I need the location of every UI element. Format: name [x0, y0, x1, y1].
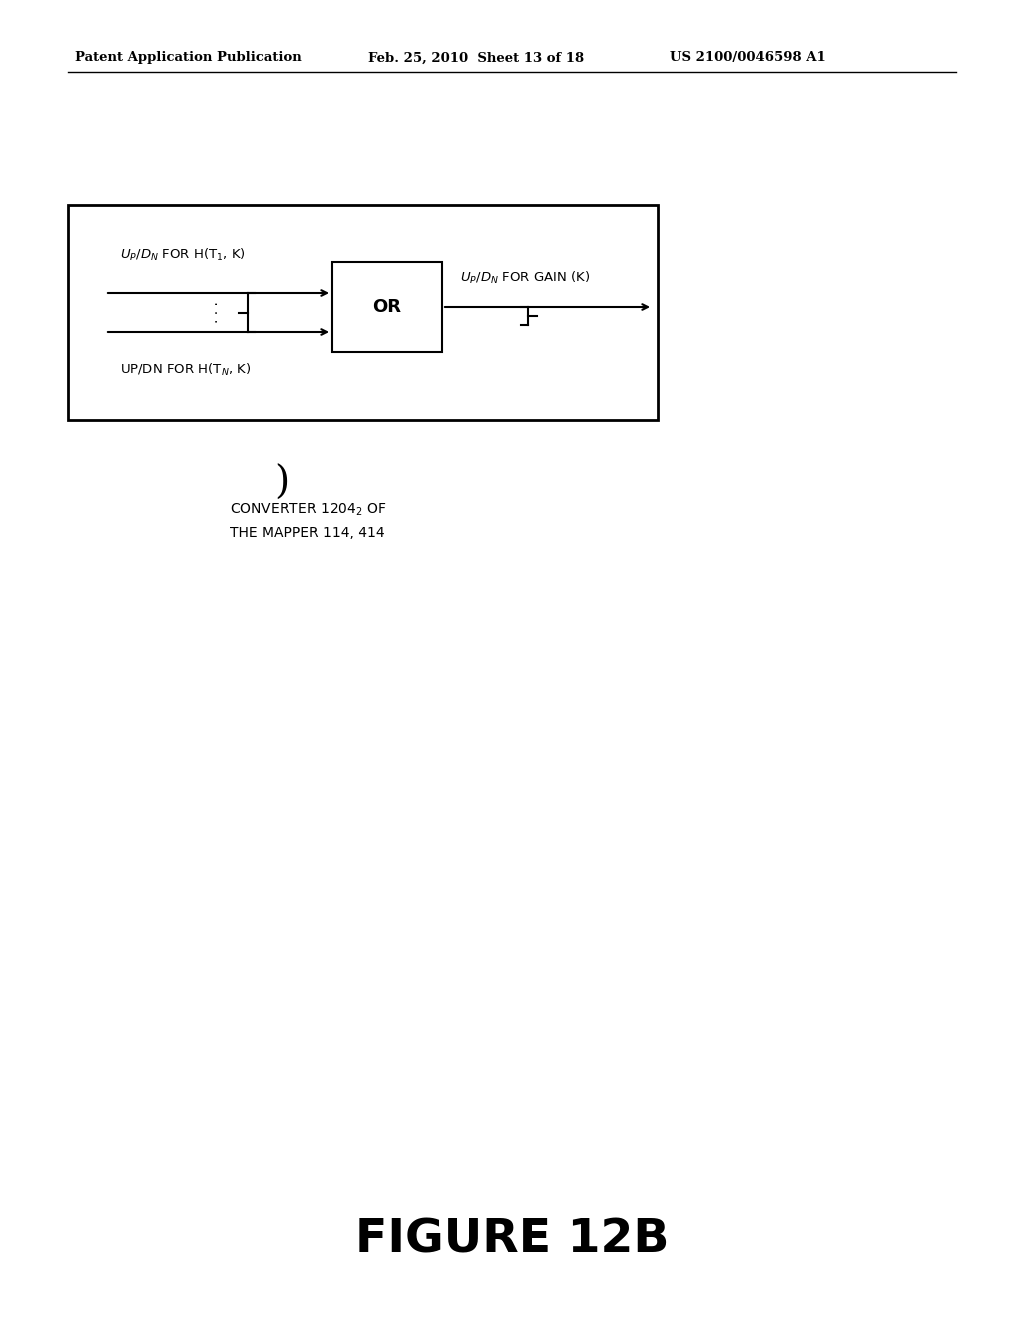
Text: UP/DN FOR H(T$_N$, K): UP/DN FOR H(T$_N$, K): [120, 362, 252, 378]
Text: $U_P/D_N$ FOR H(T$_1$, K): $U_P/D_N$ FOR H(T$_1$, K): [120, 247, 246, 263]
Text: ): ): [274, 465, 290, 502]
Text: CONVERTER 1204$_2$ OF: CONVERTER 1204$_2$ OF: [230, 502, 387, 519]
Bar: [68, 205, 658, 420]
Text: US 2100/0046598 A1: US 2100/0046598 A1: [670, 51, 825, 65]
Text: $U_P/D_N$ FOR GAIN (K): $U_P/D_N$ FOR GAIN (K): [460, 271, 591, 286]
Text: · · ·: · · ·: [212, 301, 225, 323]
Text: FIGURE 12B: FIGURE 12B: [354, 1217, 670, 1262]
Bar: [332, 261, 442, 352]
Text: THE MAPPER 114, 414: THE MAPPER 114, 414: [230, 525, 385, 540]
Text: OR: OR: [373, 298, 401, 315]
Text: Patent Application Publication: Patent Application Publication: [75, 51, 302, 65]
Text: Feb. 25, 2010  Sheet 13 of 18: Feb. 25, 2010 Sheet 13 of 18: [368, 51, 584, 65]
